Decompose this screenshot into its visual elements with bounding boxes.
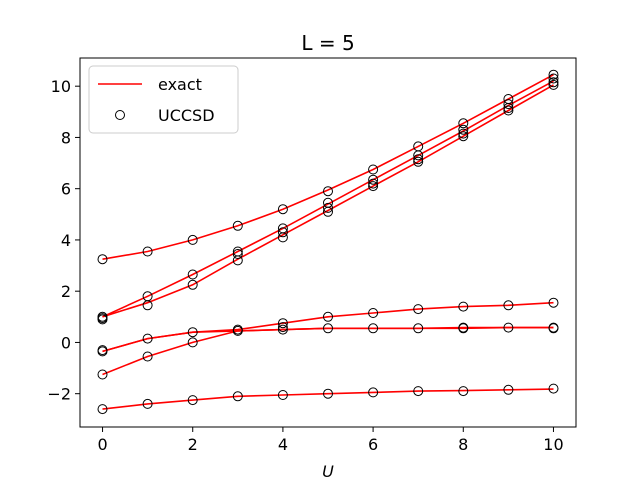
uccsd-point — [187, 395, 198, 406]
uccsd-point — [413, 154, 424, 165]
legend-exact-label: exact — [158, 75, 202, 94]
y-tick-label: 8 — [61, 128, 71, 147]
uccsd-point — [232, 249, 243, 259]
uccsd-point — [413, 150, 424, 161]
uccsd-point — [187, 337, 198, 348]
uccsd-point — [277, 227, 288, 238]
uccsd-point — [413, 156, 424, 167]
axes-frame — [79, 57, 577, 428]
uccsd-point — [368, 181, 379, 192]
uccsd-point — [277, 204, 288, 215]
legend-uccsd-label: UCCSD — [158, 106, 215, 125]
uccsd-point — [232, 325, 243, 336]
chart-title: L = 5 — [301, 31, 354, 55]
uccsd-point — [277, 318, 288, 329]
exact-line-5 — [102, 326, 554, 353]
uccsd-point — [323, 323, 333, 334]
uccsd-point — [368, 308, 379, 318]
uccsd-point — [548, 383, 559, 394]
uccsd-point — [277, 324, 288, 335]
y-tick-label: 10 — [51, 77, 71, 96]
uccsd-point — [187, 279, 198, 290]
legend-box — [88, 65, 239, 134]
x-axis-label: U — [322, 462, 334, 480]
uccsd-point — [142, 300, 153, 311]
uccsd-point — [458, 323, 469, 334]
uccsd-point — [548, 77, 559, 88]
uccsd-point — [413, 304, 424, 315]
uccsd-point — [503, 300, 514, 311]
uccsd-point — [413, 323, 424, 334]
exact-line-7 — [102, 388, 554, 410]
uccsd-point — [97, 404, 108, 415]
uccsd-point — [503, 322, 514, 333]
uccsd-point — [458, 301, 469, 312]
y-tick-label: 4 — [61, 231, 71, 250]
y-tick-label: 2 — [61, 282, 71, 301]
uccsd-point — [187, 327, 198, 338]
exact-line-3 — [102, 84, 554, 318]
uccsd-point — [142, 333, 153, 344]
uccsd-point — [368, 387, 379, 398]
uccsd-point — [368, 174, 379, 185]
exact-line-2 — [102, 80, 554, 318]
uccsd-point — [142, 246, 153, 257]
uccsd-point — [503, 99, 514, 110]
uccsd-point — [97, 369, 108, 380]
uccsd-point — [232, 220, 243, 231]
x-tick-label: 8 — [458, 435, 468, 454]
uccsd-point — [548, 79, 559, 90]
plot-area — [97, 69, 559, 415]
x-tick-label: 4 — [278, 435, 288, 454]
uccsd-point — [142, 398, 153, 409]
legend-uccsd-marker — [115, 110, 125, 120]
uccsd-point — [97, 346, 108, 357]
uccsd-point — [548, 297, 559, 308]
x-tick-label: 0 — [97, 435, 107, 454]
uccsd-point — [323, 311, 333, 322]
y-axis: −2 0 2 4 6 8 10 — [47, 77, 80, 404]
uccsd-point — [277, 390, 288, 400]
uccsd-point — [97, 314, 108, 325]
uccsd-point — [368, 164, 379, 175]
uccsd-point — [458, 124, 469, 135]
uccsd-point — [323, 202, 333, 213]
x-tick-label: 6 — [368, 435, 378, 454]
uccsd-point — [458, 118, 469, 129]
x-axis: 0 2 4 6 8 10 — [97, 427, 564, 454]
uccsd-point — [187, 234, 198, 245]
y-tick-label: −2 — [47, 385, 71, 404]
uccsd-point — [503, 384, 514, 395]
legend: exact UCCSD — [88, 65, 239, 134]
exact-line-1 — [102, 73, 554, 260]
uccsd-point — [548, 73, 559, 84]
uccsd-point — [323, 186, 333, 197]
uccsd-point — [323, 388, 333, 399]
x-tick-label: 10 — [543, 435, 563, 454]
y-tick-label: 6 — [61, 180, 71, 199]
uccsd-point — [142, 351, 153, 362]
uccsd-point — [323, 206, 333, 217]
uccsd-point — [548, 69, 559, 80]
uccsd-point — [368, 178, 379, 189]
uccsd-point — [187, 269, 198, 280]
exact-line-6 — [102, 326, 554, 376]
uccsd-point — [277, 232, 288, 243]
uccsd-point — [277, 322, 288, 333]
uccsd-point — [232, 255, 243, 266]
uccsd-point — [232, 391, 243, 402]
uccsd-point — [503, 103, 514, 113]
x-tick-label: 2 — [188, 435, 198, 454]
y-tick-label: 0 — [61, 333, 71, 352]
uccsd-point — [97, 254, 108, 265]
uccsd-point — [458, 128, 469, 139]
uccsd-point — [458, 131, 469, 142]
uccsd-point — [368, 323, 379, 334]
uccsd-point — [548, 323, 559, 334]
uccsd-point — [458, 386, 469, 397]
uccsd-point — [413, 386, 424, 397]
uccsd-point — [503, 105, 514, 116]
